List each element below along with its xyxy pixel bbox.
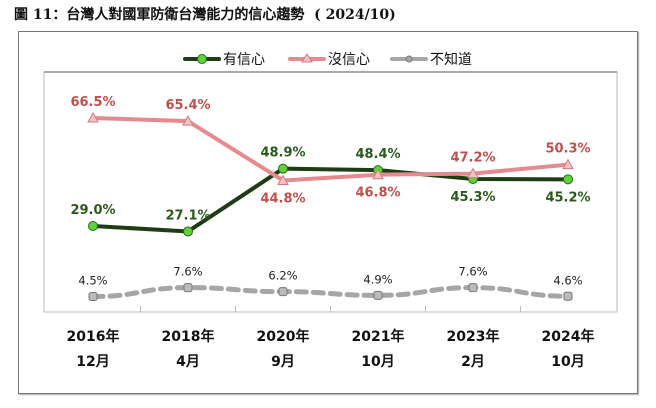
data-point [373,290,383,300]
series-0: 29.0% 27.1% 48.9% 48.4% 45.3% 45.2% [70,146,591,237]
plot-area [43,71,618,313]
legend-item-0: 有信心 [183,52,265,68]
legend-label: 沒信心 [328,51,370,68]
data-label: 44.8% [260,191,305,206]
x-tick-label: 10月 [361,354,394,370]
data-label: 47.2% [450,151,495,166]
x-tick-label: 2016年 [67,328,120,345]
series-line [92,115,569,183]
x-tick-label: 2020年 [257,328,310,345]
series-1: 66.5% 65.4% 44.8% 46.8% 47.2% 50.3% [70,95,590,206]
x-tick-label: 2月 [461,354,485,370]
data-label: 48.4% [355,147,400,162]
x-tick-label: 2018年 [162,328,215,345]
data-point [563,291,573,301]
data-point [183,283,193,293]
data-label: 7.6% [458,265,487,279]
data-point [88,220,98,231]
data-point [278,287,288,297]
legend-marker [197,54,207,64]
legend-marker [301,53,313,63]
data-point [468,283,478,293]
data-label: 6.2% [268,269,297,283]
legend-label: 不知道 [430,51,472,68]
data-point [88,292,98,302]
series-line [90,285,571,300]
x-tick-label: 2021年 [352,328,405,345]
data-point [563,174,573,185]
series-2: 4.5% 7.6% 6.2% 4.9% 7.6% 4.6% [78,265,583,302]
data-point [182,115,194,126]
x-tick-label: 2023年 [447,328,500,345]
data-point [87,111,99,123]
data-point [467,167,479,179]
data-label: 7.6% [173,265,202,279]
data-point [562,158,574,170]
data-label: 4.5% [78,274,107,288]
data-label: 4.9% [363,272,392,286]
data-point [278,163,288,174]
data-label: 29.0% [70,203,115,218]
data-label: 65.4% [165,98,210,113]
series-line [92,166,569,234]
data-label: 48.9% [260,146,305,161]
x-tick-label: 4月 [176,354,200,370]
chart-frame [18,31,638,394]
x-tick-label: 12月 [76,354,109,370]
chart-title: 圖 11：台灣人對國軍防衛台灣能力的信心趨勢 ( 2024/10) [14,7,396,23]
x-tick-label: 9月 [271,354,295,370]
data-label: 45.2% [545,190,590,205]
legend-item-1: 沒信心 [288,51,370,68]
data-point [277,174,289,185]
x-tick-label: 2024年 [542,328,595,345]
legend-marker [405,55,413,63]
data-point [372,168,384,180]
legend-label: 有信心 [223,52,265,68]
data-label: 45.3% [450,190,495,205]
data-point [183,226,193,237]
data-label: 46.8% [355,186,400,201]
data-label: 66.5% [70,95,115,110]
data-label: 50.3% [545,142,590,157]
data-label: 4.6% [553,273,582,287]
data-label: 27.1% [165,208,210,223]
x-tick-label: 10月 [551,354,584,370]
legend-item-2: 不知道 [390,51,472,68]
